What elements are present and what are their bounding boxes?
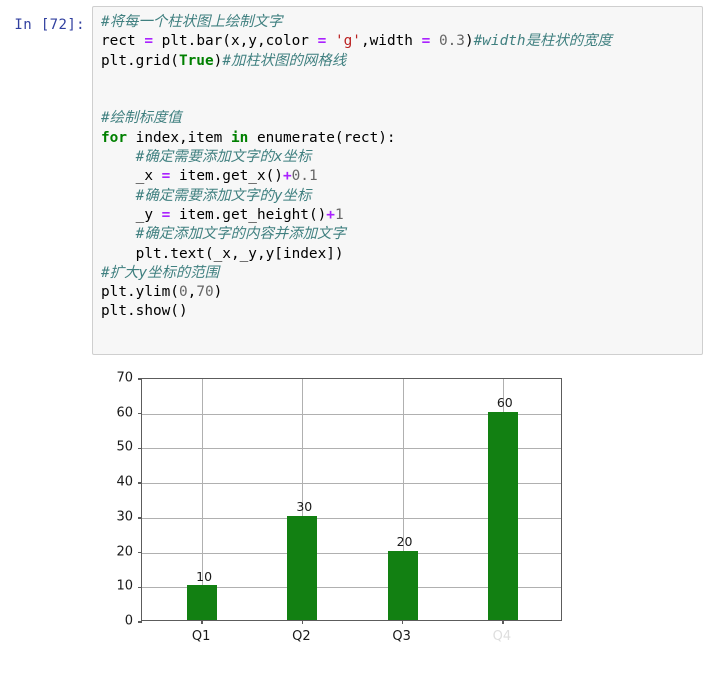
chart-ytick-label: 30 [116,509,133,525]
code-number-1: 1 [334,206,344,223]
code-token-pltbar: plt.bar(x,y,color [153,33,318,50]
chart-gridline-horizontal [142,587,561,589]
chart-ytick-label: 40 [116,474,133,490]
code-paren-close-1: ) [464,33,474,50]
chart-ytick-mark [138,517,142,519]
code-plttext-call: plt.text(_x,_y,y[index]) [101,245,344,262]
chart-ytick-label: 50 [116,439,133,455]
code-op-assign-5: = [161,206,171,223]
code-op-assign-3: = [421,33,431,50]
code-op-assign-1: = [144,33,153,50]
code-comment-2: #width是柱状的宽度 [473,33,612,50]
chart-ytick-label: 0 [124,613,133,629]
code-token-pltgrid: plt.grid( [101,52,179,69]
source-code[interactable]: #将每一个柱状图上绘制文字 rect = plt.bar(x,y,color =… [101,13,696,322]
matplotlib-output-figure: 0 10 20 30 40 50 60 70 Q1 10 Q2 30 Q3 20 Q4 60 [0,366,707,689]
notebook-code-cell[interactable]: In [72]: #将每一个柱状图上绘制文字 rect = plt.bar(x,… [0,6,707,355]
code-token-width: ,width [360,33,422,50]
chart-plot-area [138,378,562,624]
chart-ytick-label: 60 [116,405,133,421]
chart-xtick-mark [301,620,304,624]
code-comma: , [187,284,197,301]
code-token-rect: rect [101,33,145,50]
code-builtin-true: True [178,52,214,69]
chart-gridline-horizontal [142,448,561,450]
chart-gridline-horizontal [142,517,561,519]
code-comment-3: #加柱状图的网格线 [222,52,347,69]
code-op-assign-4: = [161,168,171,185]
code-number-70: 70 [196,284,214,301]
code-keyword-for: for [101,129,127,146]
code-comment-1: #将每一个柱状图上绘制文字 [101,14,283,30]
code-comment-6: #确定需要添加文字的y坐标 [101,187,312,204]
chart-gridline-horizontal [142,483,561,485]
chart-gridline-horizontal [142,413,561,415]
chart-ytick-label: 10 [116,578,133,594]
code-comment-4: #绘制标度值 [101,110,182,127]
chart-xtick-mark [201,620,203,624]
cell-execution-prompt: In [72]: [14,17,85,33]
code-paren-close-3: ) [213,284,223,301]
chart-bar [387,550,418,620]
code-getheight-call: item.get_height() [170,206,327,223]
code-number-03: 0.3 [430,33,465,50]
chart-ytick-mark [138,482,142,484]
code-paren-close-2: ) [213,52,223,69]
code-assign-x: _x [101,168,162,185]
chart-ytick-mark [138,551,142,554]
chart-xtick-label: Q4 [492,629,512,644]
chart-bar [187,585,218,620]
code-op-plus-2: + [326,206,335,223]
chart-ytick-mark [138,586,142,588]
code-op-assign-2: = [317,33,327,50]
code-pltshow-call: plt.show() [101,303,188,320]
chart-xtick-label: Q1 [191,629,211,644]
chart-ytick-mark [138,447,142,450]
code-assign-y: _y [101,206,162,223]
chart-bar [287,515,318,620]
chart-xtick-mark [502,620,504,624]
code-comment-7: #确定添加文字的内容并添加文字 [101,226,346,243]
code-pltylim-call: plt.ylim( [101,284,179,301]
chart-gridline-horizontal [142,552,561,554]
chart-xtick-label: Q3 [392,629,411,644]
chart-xtick-mark [401,620,404,624]
chart-ytick-label: 20 [116,544,133,560]
code-comment-5: #确定需要添加文字的x坐标 [101,149,312,166]
chart-gridline-vertical [302,379,304,620]
chart-gridline-vertical [202,379,204,620]
chart-xtick-label: Q2 [292,629,311,644]
code-loop-vars: index,item [127,129,231,146]
code-number-01: 0.1 [291,168,318,185]
code-enumerate-call: enumerate(rect): [248,129,396,146]
code-keyword-in: in [230,129,249,146]
chart-ytick-mark [138,413,142,415]
chart-ytick-mark [138,621,142,623]
chart-bar [487,411,518,620]
code-comment-8: #扩大y坐标的范围 [101,264,220,281]
code-op-plus-1: + [282,168,292,185]
chart-ytick-mark [138,378,142,380]
code-editor-area[interactable]: #将每一个柱状图上绘制文字 rect = plt.bar(x,y,color =… [92,6,703,355]
chart-gridline-vertical [402,379,404,620]
chart-ytick-label: 70 [116,370,133,386]
code-string-g: 'g' [326,33,361,50]
code-number-0: 0 [178,284,188,301]
code-getx-call: item.get_x() [170,168,283,185]
